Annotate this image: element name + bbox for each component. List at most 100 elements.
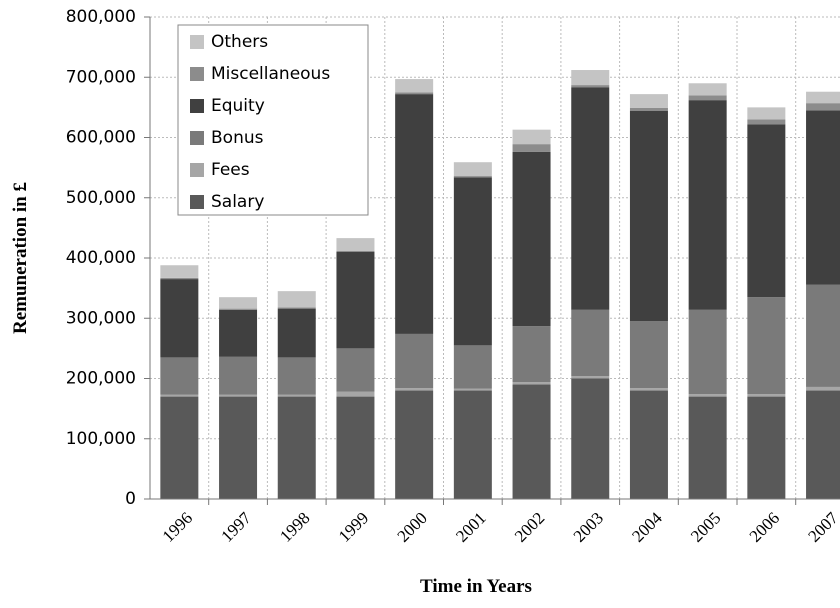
bar-segment: [688, 396, 727, 499]
y-tick-label: 0: [125, 489, 136, 509]
legend-swatch: [190, 35, 204, 49]
bar-segment: [160, 357, 199, 395]
bar-segment: [688, 83, 727, 96]
bar-segment: [277, 308, 316, 358]
bar-segment: [336, 391, 375, 397]
bar-segment: [571, 85, 610, 88]
legend-swatch: [190, 99, 204, 113]
legend-label: Fees: [211, 160, 250, 180]
bar-segment: [336, 250, 375, 252]
bar-segment: [277, 396, 316, 499]
legend-label: Miscellaneous: [211, 64, 330, 84]
bar-segment: [219, 394, 258, 397]
x-tick-label: 2004: [628, 508, 666, 546]
bar-segment: [160, 394, 199, 397]
bar-segment: [453, 162, 492, 177]
legend-swatch: [190, 67, 204, 81]
bar-segment: [219, 297, 258, 309]
bar-segment: [453, 177, 492, 346]
x-tick-label: 2006: [746, 508, 783, 545]
bar-segment: [219, 356, 258, 395]
legend-swatch: [190, 195, 204, 209]
y-tick-label: 800,000: [66, 7, 136, 27]
bar-segment: [571, 87, 610, 310]
bar-segment: [512, 326, 551, 383]
bar-segment: [571, 378, 610, 499]
y-tick-label: 700,000: [66, 67, 136, 87]
bar-segment: [219, 308, 258, 310]
bar-segment: [512, 384, 551, 499]
bar-segment: [747, 124, 786, 298]
legend-label: Others: [211, 32, 268, 52]
bar-segment: [806, 386, 840, 391]
bar-segment: [571, 70, 610, 86]
bar-segment: [453, 388, 492, 391]
bar-segment: [629, 107, 668, 111]
x-axis-title: Time in Years: [420, 576, 532, 597]
bar-segment: [688, 309, 727, 395]
bar-segment: [688, 394, 727, 397]
x-tick-label: 1998: [276, 508, 313, 545]
bar-segment: [453, 390, 492, 499]
x-tick-label: 2000: [394, 508, 431, 545]
legend-swatch: [190, 163, 204, 177]
legend-label: Bonus: [211, 128, 264, 148]
y-tick-label: 100,000: [66, 429, 136, 449]
bar-segment: [395, 388, 434, 391]
bar-segment: [160, 279, 199, 358]
bar-segment: [453, 176, 492, 178]
bar-segment: [629, 388, 668, 391]
bar-segment: [277, 291, 316, 308]
bar-segment: [219, 396, 258, 499]
bar-segment: [395, 79, 434, 93]
bar-segment: [747, 396, 786, 499]
bar-segment: [277, 357, 316, 395]
bar-segment: [395, 390, 434, 499]
y-tick-label: 600,000: [66, 128, 136, 148]
x-tick-label: 2005: [687, 508, 724, 545]
bar-segment: [806, 103, 840, 111]
bar-segment: [571, 376, 610, 379]
bar-segment: [336, 396, 375, 499]
y-tick-label: 200,000: [66, 369, 136, 389]
bar-segment: [571, 309, 610, 377]
x-tick-label: 2007: [804, 508, 840, 546]
bar-segment: [629, 110, 668, 322]
x-tick-label: 2001: [452, 508, 489, 545]
bar-segment: [688, 95, 727, 101]
bar-segment: [747, 394, 786, 397]
bar-segment: [512, 382, 551, 385]
y-tick-label: 400,000: [66, 248, 136, 268]
x-tick-label: 2002: [511, 508, 548, 545]
bar-segment: [160, 265, 199, 278]
bar-segment: [806, 110, 840, 285]
x-tick-label: 1999: [335, 508, 372, 545]
y-tick-label: 500,000: [66, 188, 136, 208]
bar-segment: [160, 396, 199, 499]
bar-segment: [747, 107, 786, 120]
bar-segment: [336, 348, 375, 392]
bar-segment: [512, 151, 551, 327]
x-tick-label: 2003: [570, 508, 607, 545]
bar-segment: [336, 251, 375, 349]
bar-segment: [629, 94, 668, 108]
legend-box: [177, 24, 369, 216]
x-tick-label: 1996: [159, 508, 196, 545]
bar-segment: [453, 345, 492, 389]
bar-segment: [395, 94, 434, 334]
y-tick-label: 300,000: [66, 308, 136, 328]
bar-segment: [806, 91, 840, 104]
bar-segment: [512, 129, 551, 145]
bar-segment: [336, 238, 375, 251]
bar-segment: [395, 92, 434, 95]
bar-segment: [219, 309, 258, 357]
bar-segment: [688, 100, 727, 310]
bar-segment: [747, 119, 786, 125]
legend-swatch: [190, 131, 204, 145]
bar-segment: [160, 277, 199, 280]
bar-segment: [806, 390, 840, 499]
bar-segment: [806, 284, 840, 387]
y-axis-title: Remuneration in £: [10, 182, 31, 334]
legend-label: Equity: [211, 96, 265, 116]
